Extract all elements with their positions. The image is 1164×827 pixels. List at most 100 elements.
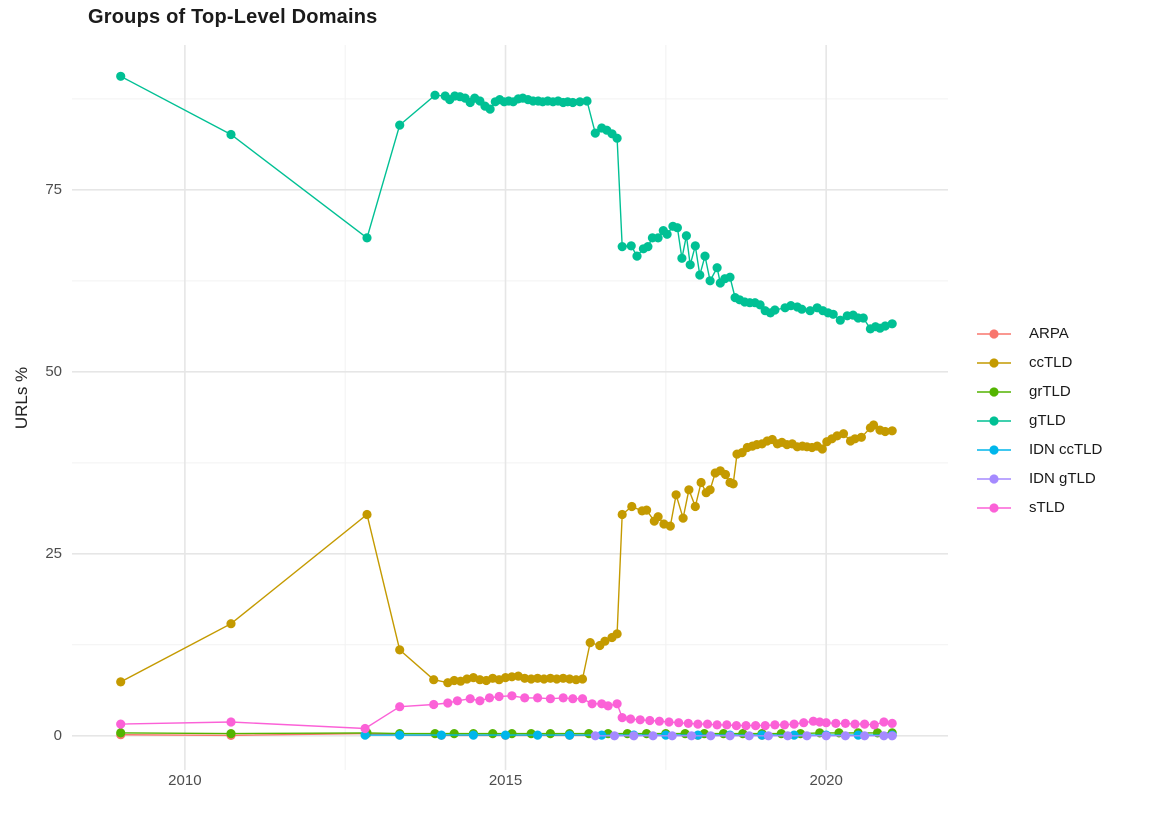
- data-point: [690, 501, 700, 512]
- data-point: [725, 731, 735, 741]
- gridlines-minor: [72, 45, 948, 770]
- data-point: [705, 485, 715, 495]
- data-point: [443, 698, 453, 708]
- chart-title: Groups of Top-Level Domains: [88, 6, 378, 28]
- legend-label: ccTLD: [1029, 354, 1073, 371]
- data-point: [779, 720, 790, 730]
- data-point: [585, 638, 595, 648]
- data-point: [821, 731, 831, 741]
- data-point: [494, 691, 504, 702]
- data-point: [600, 636, 610, 646]
- data-point: [828, 309, 838, 319]
- data-point: [677, 253, 687, 263]
- data-point: [645, 715, 655, 726]
- data-point: [590, 731, 600, 741]
- data-point: [664, 717, 674, 727]
- data-point: [568, 97, 578, 108]
- data-point: [632, 251, 642, 261]
- series-cctld: [116, 420, 897, 688]
- data-point: [671, 490, 681, 500]
- data-point: [395, 702, 405, 712]
- data-point: [783, 731, 793, 741]
- data-point: [674, 718, 684, 728]
- data-point: [568, 694, 578, 704]
- legend-item-grtld: grTLD: [975, 377, 1102, 406]
- data-point: [684, 485, 694, 495]
- data-point: [880, 426, 890, 437]
- series-gtld: [116, 71, 897, 334]
- data-point: [879, 731, 889, 741]
- data-point: [869, 720, 879, 730]
- data-point: [395, 730, 405, 740]
- legend-item-stld: sTLD: [975, 493, 1102, 522]
- data-point: [802, 731, 812, 741]
- data-point: [484, 693, 495, 703]
- data-point: [685, 260, 695, 270]
- data-point: [856, 432, 867, 442]
- data-point: [860, 731, 870, 741]
- data-point: [731, 721, 742, 731]
- data-point: [507, 691, 517, 701]
- data-point: [520, 693, 530, 703]
- legend-key-icon: [977, 357, 1011, 368]
- data-point: [850, 719, 860, 729]
- data-point: [617, 242, 627, 252]
- x-tick-label: 2015: [488, 772, 523, 789]
- data-point: [635, 715, 645, 725]
- data-point: [763, 731, 774, 741]
- data-point: [226, 129, 236, 140]
- data-point: [609, 731, 620, 741]
- series-stld: [116, 691, 897, 734]
- data-point: [887, 731, 897, 741]
- data-point: [760, 721, 770, 731]
- data-point: [683, 718, 693, 729]
- legend-label: IDN ccTLD: [1029, 441, 1103, 458]
- data-point: [116, 719, 126, 729]
- legend-key-icon: [977, 444, 1011, 455]
- data-point: [706, 731, 716, 741]
- data-point: [116, 728, 126, 738]
- data-point: [575, 97, 585, 107]
- data-point: [880, 321, 890, 331]
- data-point: [626, 714, 636, 724]
- gridlines-major: [72, 45, 948, 770]
- data-point: [429, 699, 439, 710]
- data-point: [395, 120, 405, 130]
- x-tick-label: 2010: [168, 772, 202, 789]
- data-point: [693, 719, 703, 729]
- data-point: [643, 242, 653, 252]
- data-point: [488, 729, 498, 739]
- data-point: [728, 479, 738, 489]
- data-point: [665, 521, 675, 531]
- data-point: [590, 128, 600, 138]
- data-point: [626, 241, 636, 251]
- legend-label: sTLD: [1029, 499, 1065, 516]
- data-point: [577, 694, 588, 704]
- data-point: [835, 315, 845, 325]
- legend-item-arpa: ARPA: [975, 319, 1102, 348]
- legend: ARPA ccTLD grTLD gTLD IDN ccTLD IDN gTLD sTLD: [975, 319, 1102, 522]
- data-point: [429, 675, 439, 685]
- data-point: [879, 717, 889, 727]
- data-point: [799, 718, 809, 728]
- data-point: [700, 251, 710, 261]
- data-point: [449, 729, 459, 739]
- y-tick-label: 50: [45, 362, 62, 380]
- data-point: [720, 469, 731, 480]
- legend-label: IDN gTLD: [1029, 470, 1096, 487]
- data-point: [887, 426, 897, 436]
- data-point: [452, 696, 462, 706]
- data-point: [741, 721, 751, 731]
- data-point: [612, 133, 622, 143]
- data-point: [500, 730, 511, 740]
- data-point: [362, 509, 372, 520]
- data-point: [667, 731, 677, 741]
- data-point: [617, 509, 627, 520]
- data-point: [678, 513, 688, 523]
- data-point: [838, 429, 849, 439]
- legend-item-idn-gtld: IDN gTLD: [975, 464, 1102, 493]
- data-point: [642, 505, 652, 515]
- y-tick-label: 25: [45, 544, 62, 562]
